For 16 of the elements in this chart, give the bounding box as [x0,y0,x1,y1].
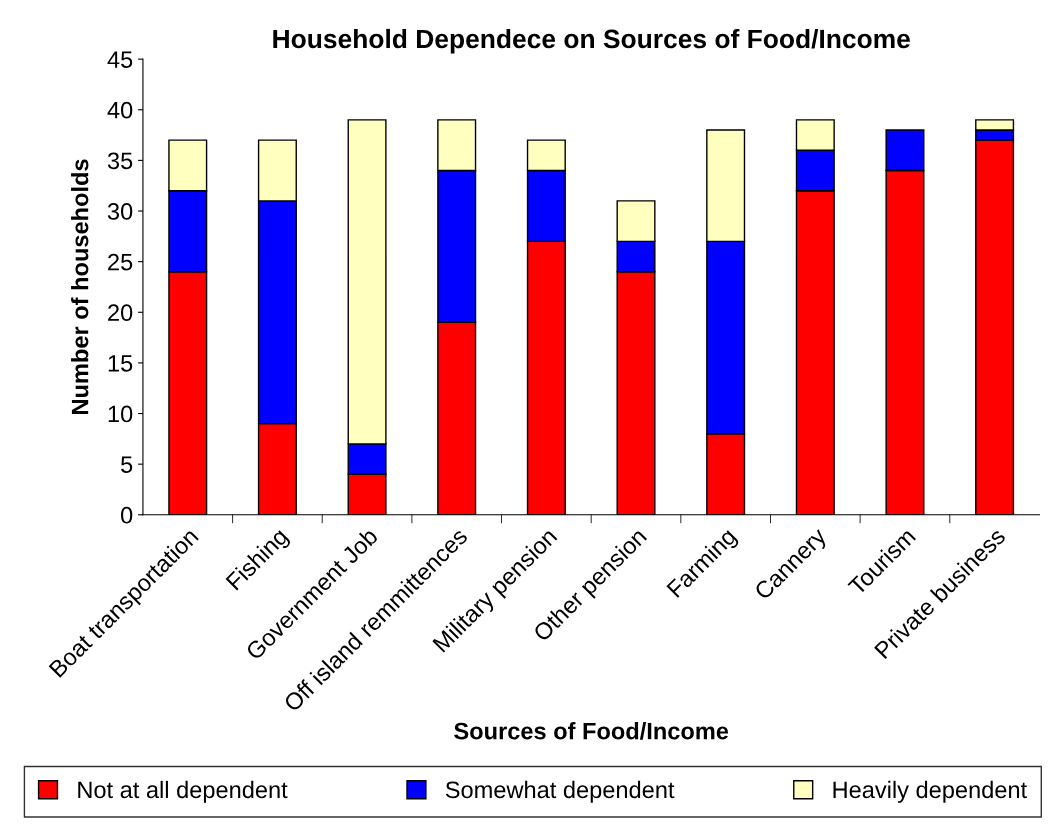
y-tick-label: 10 [108,405,133,423]
legend-label: Not at all dependent [78,780,288,803]
y-tick-label: 15 [108,355,133,372]
y-tick-label: 5 [121,456,133,473]
y-tick-label: 35 [107,152,133,170]
y-tick-label: 0 [121,506,133,524]
legend-label: Heavily dependent [833,780,1027,803]
y-tick-label: 30 [107,203,133,220]
y-axis-title: Number of households [71,159,89,414]
y-tick-label: 25 [108,253,133,271]
y-tick-label: 45 [107,51,133,68]
y-tick-label: 40 [107,101,133,119]
legend-label: Somewhat dependent [445,780,675,803]
chart-title: Household Dependece on Sources of Food/Income [273,28,910,54]
x-axis-title: Sources of Food/Income [454,722,729,740]
y-tick-label: 20 [108,304,133,322]
